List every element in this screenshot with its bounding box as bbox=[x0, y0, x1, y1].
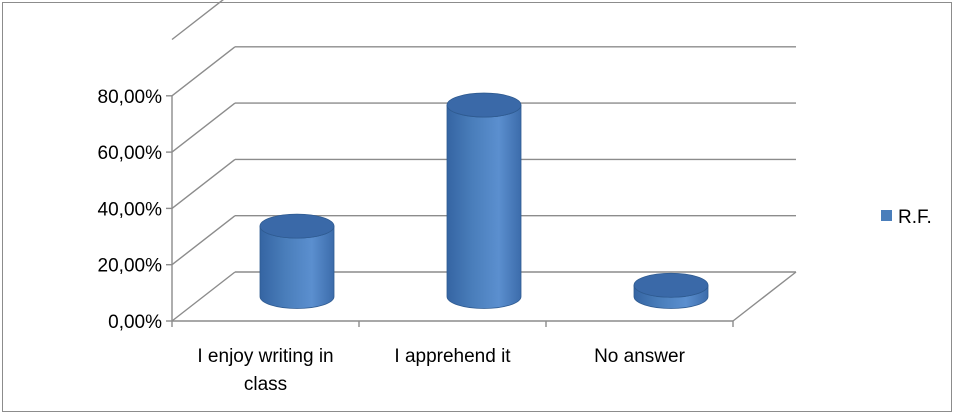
legend: R.F. bbox=[881, 207, 932, 228]
bar-body bbox=[446, 105, 522, 309]
y-tick-label: 80,00% bbox=[98, 87, 163, 108]
side-wall-line bbox=[171, 271, 236, 322]
x-tick-label: class bbox=[244, 374, 287, 395]
x-tick-label: I apprehend it bbox=[394, 346, 511, 367]
bar-top bbox=[446, 92, 522, 118]
bar-top bbox=[633, 272, 709, 298]
floor-right-edge bbox=[732, 271, 797, 322]
y-tick-label: 60,00% bbox=[98, 143, 163, 164]
side-wall-line bbox=[171, 46, 236, 97]
axes bbox=[166, 95, 734, 327]
legend-label: R.F. bbox=[898, 207, 932, 228]
y-tick-label: 40,00% bbox=[98, 199, 163, 220]
y-tick-label: 0,00% bbox=[108, 312, 162, 333]
axis-labels: 0,00% 20,00% 40,00% 60,00% 80,00% I enjoy wri… bbox=[98, 87, 686, 395]
bar-cylinder bbox=[446, 92, 522, 309]
x-tick-label: I enjoy writing in bbox=[197, 346, 333, 367]
x-tick-label: No answer bbox=[594, 346, 685, 367]
side-wall-line bbox=[171, 158, 236, 209]
side-wall-line bbox=[171, 215, 236, 266]
side-wall-line bbox=[171, 102, 236, 153]
side-wall-line bbox=[171, 0, 224, 41]
bar-cylinder bbox=[259, 213, 335, 309]
bar-cylinder bbox=[633, 272, 709, 309]
y-tick-label: 20,00% bbox=[98, 256, 163, 277]
bar-top bbox=[259, 213, 335, 239]
bars bbox=[259, 92, 709, 309]
legend-swatch bbox=[881, 210, 892, 221]
